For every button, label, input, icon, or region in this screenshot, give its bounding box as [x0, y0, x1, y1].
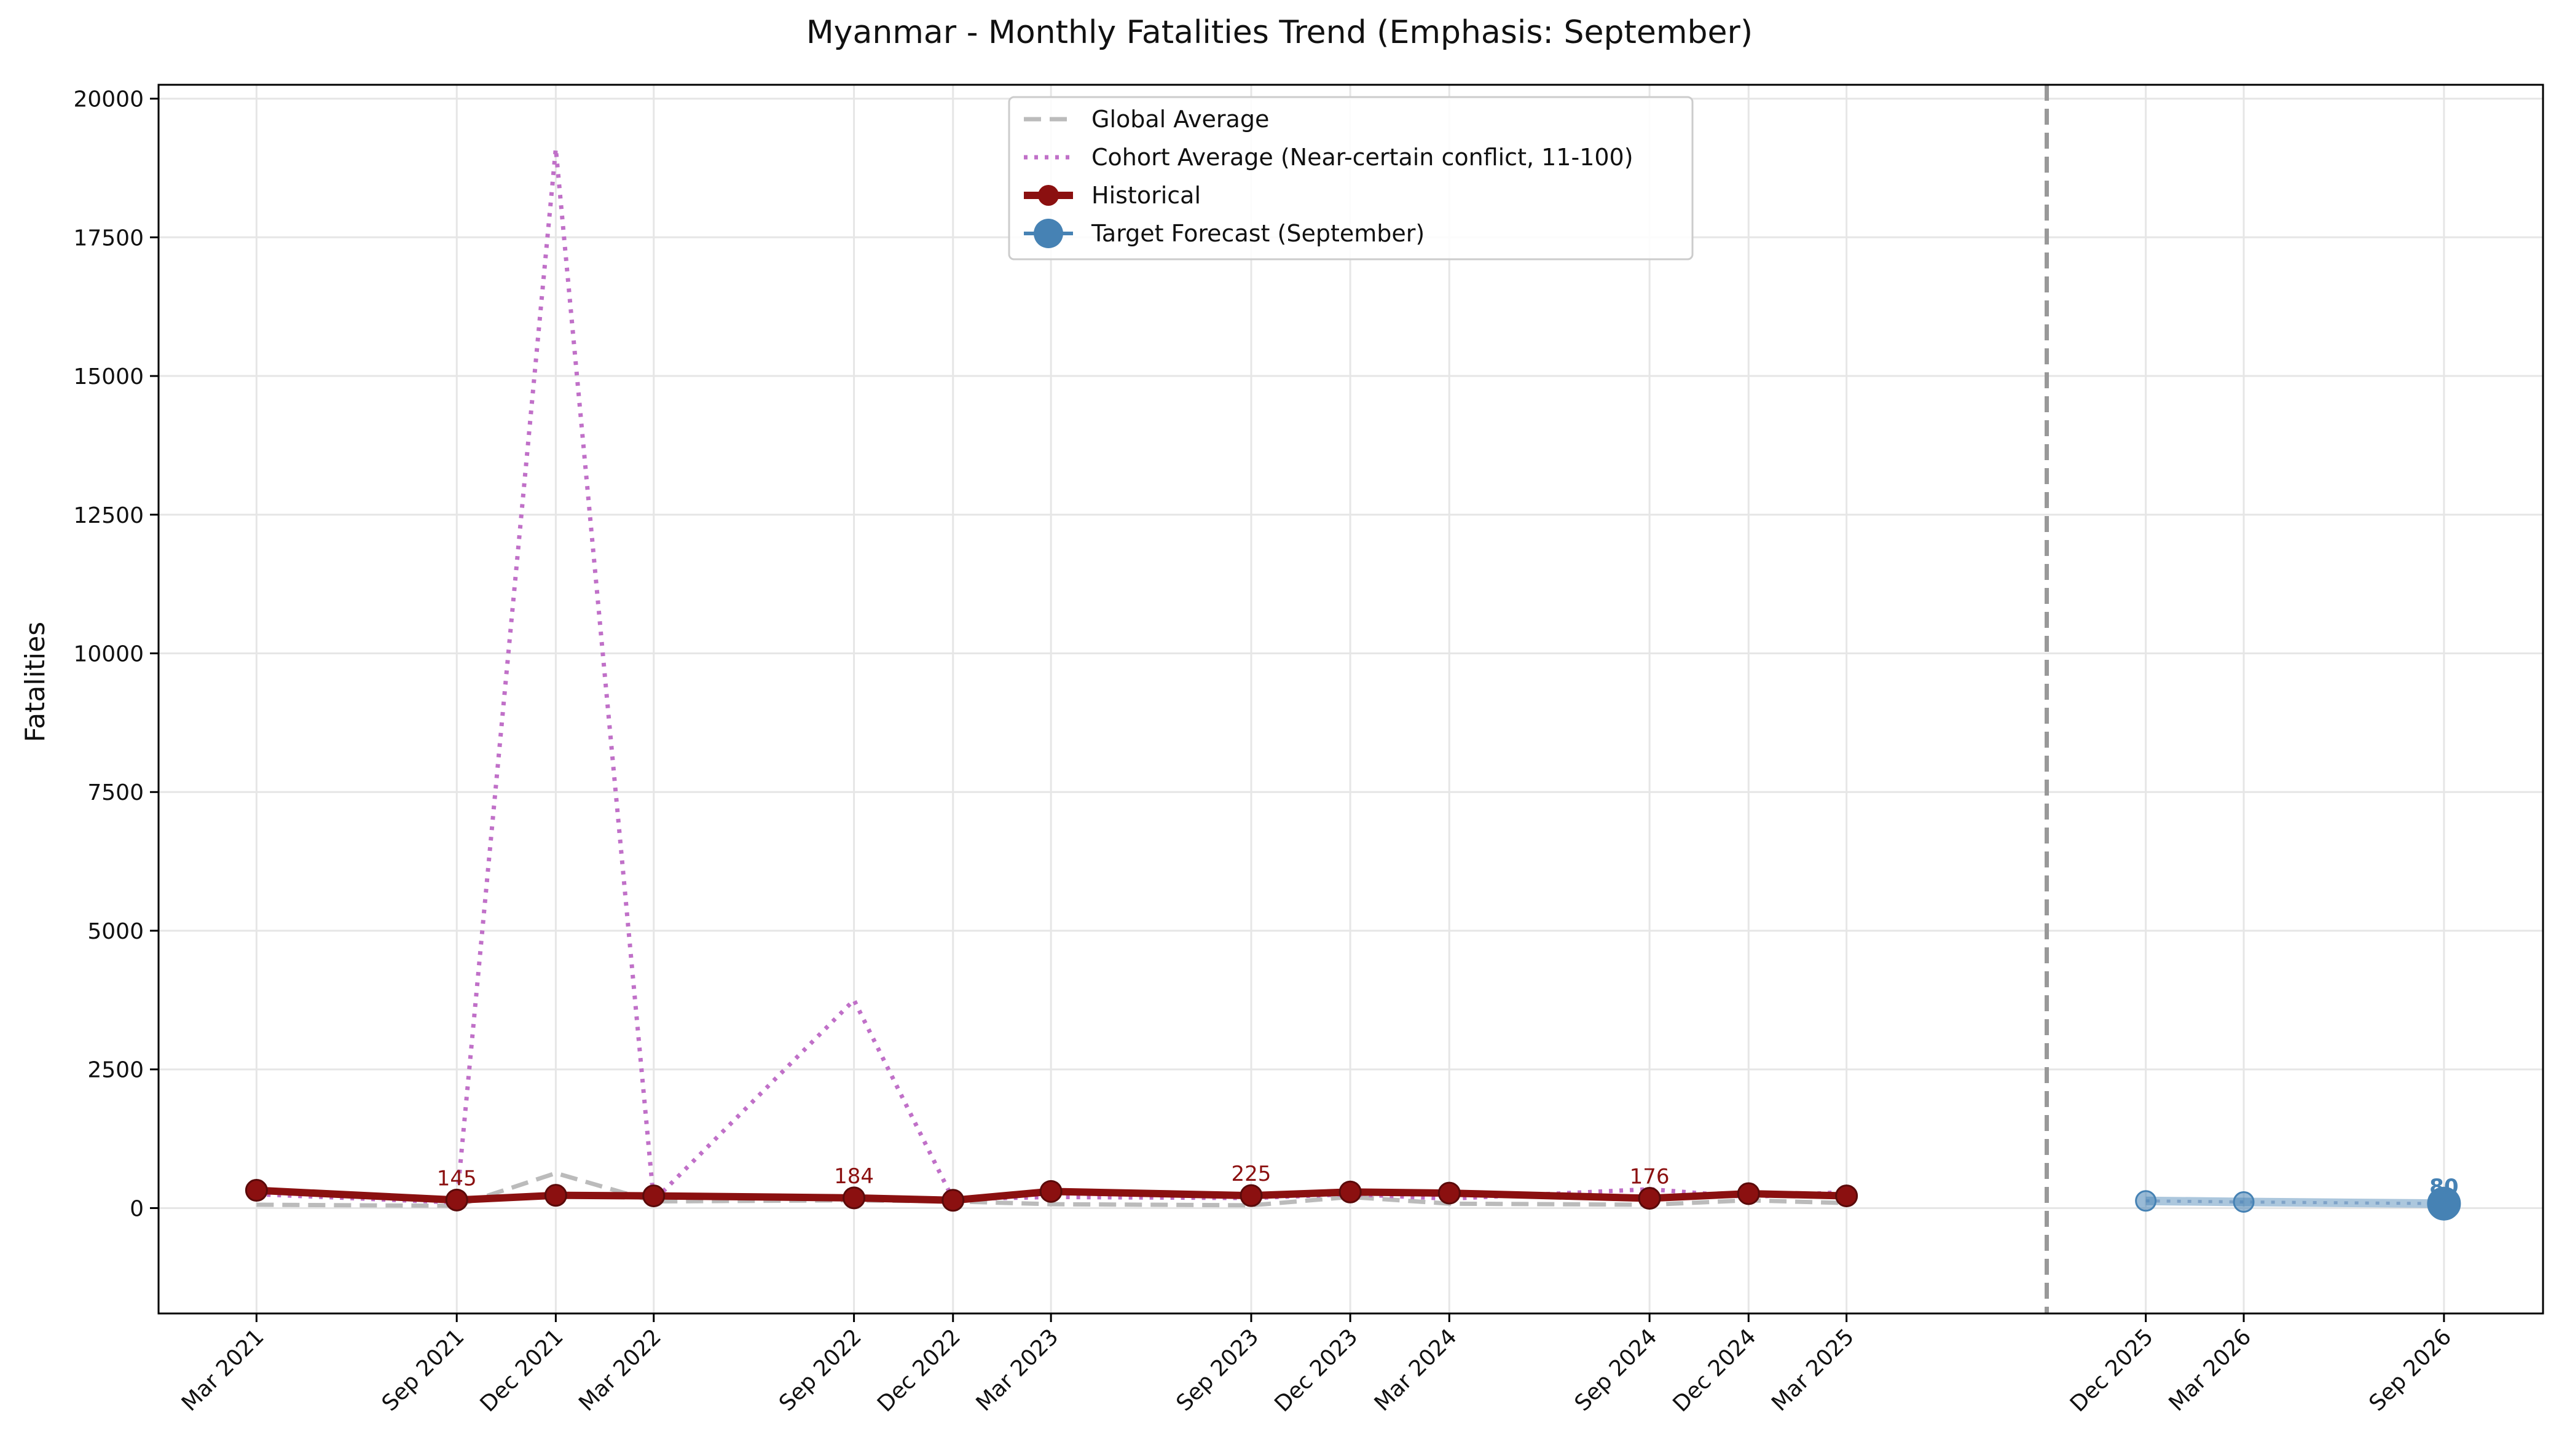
forecast-point: [2427, 1186, 2461, 1221]
data-label: 225: [1232, 1162, 1272, 1186]
y-tick-label: 7500: [87, 780, 144, 805]
historical-point: [642, 1184, 666, 1208]
y-tick-label: 17500: [73, 225, 144, 251]
legend-marker-historical: [1038, 185, 1059, 206]
y-axis-label: Fatalities: [20, 622, 51, 742]
y-tick-label: 12500: [73, 503, 144, 528]
legend-label: Target Forecast (September): [1091, 220, 1425, 247]
legend-label: Historical: [1091, 182, 1201, 209]
historical-point: [843, 1186, 866, 1210]
forecast-point: [2135, 1190, 2157, 1212]
historical-point: [1240, 1184, 1263, 1207]
historical-point: [1039, 1180, 1063, 1203]
data-label: 184: [834, 1164, 874, 1189]
y-tick-label: 5000: [87, 919, 144, 944]
forecast-point: [2233, 1191, 2255, 1213]
historical-point: [1437, 1181, 1461, 1205]
y-tick-label: 10000: [73, 642, 144, 667]
y-tick-label: 2500: [87, 1058, 144, 1083]
plot-frame: [157, 84, 2544, 1315]
legend: Global Average Cohort Average (Near-certa…: [1008, 96, 1694, 260]
y-tick-label: 15000: [73, 364, 144, 389]
y-tick-label: 20000: [73, 87, 144, 112]
legend-marker-target-forecast: [1034, 219, 1063, 248]
annotation-layer: 145 184 225 176 80: [437, 1162, 2459, 1199]
historical-point: [1835, 1184, 1858, 1208]
series-layer: [245, 146, 2461, 1221]
legend-label: Cohort Average (Near-certain conflict, 1…: [1091, 144, 1633, 171]
historical-point: [1338, 1180, 1362, 1204]
historical-point: [544, 1184, 567, 1207]
legend-label: Global Average: [1091, 106, 1269, 133]
historical-point: [445, 1188, 468, 1211]
grid-layer: [159, 85, 2543, 1313]
series-line-forecast-inner: [2145, 1199, 2444, 1205]
data-label: 176: [1630, 1165, 1670, 1189]
data-label: 145: [437, 1166, 477, 1191]
historical-point: [1737, 1182, 1760, 1205]
historical-point: [941, 1189, 965, 1212]
y-tick-label: 0: [130, 1196, 144, 1221]
historical-point: [1638, 1187, 1661, 1210]
data-label: 80: [2429, 1175, 2458, 1199]
chart-title: Myanmar - Monthly Fatalities Trend (Emph…: [806, 14, 1753, 51]
historical-point: [245, 1179, 268, 1202]
legend-box: [1008, 96, 1694, 260]
